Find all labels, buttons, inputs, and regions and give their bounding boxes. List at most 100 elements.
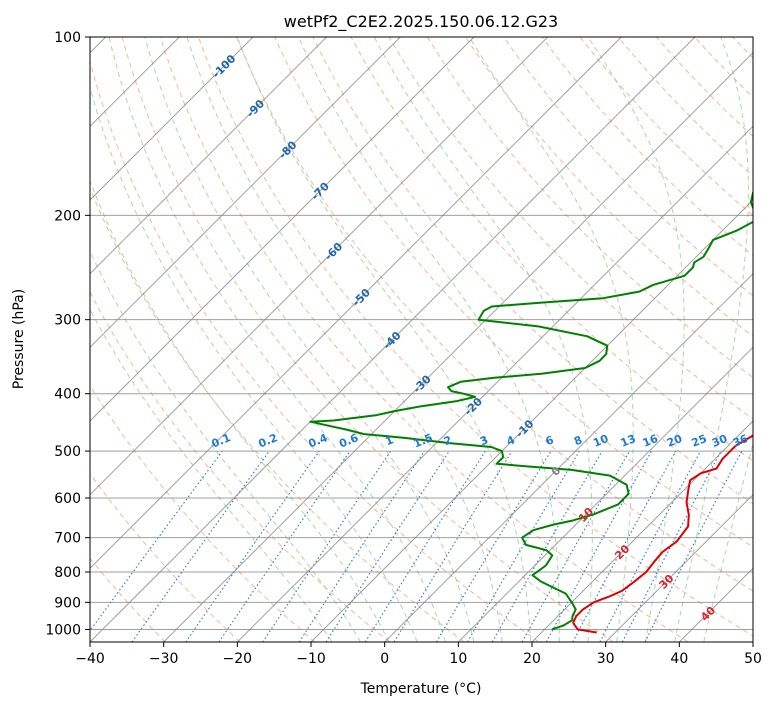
moist-adiabat [703, 441, 753, 642]
moist-adiabat [90, 308, 333, 642]
mixing-ratio-label: 10 [591, 432, 610, 450]
mixing-ratio-line [262, 450, 392, 642]
y-tick-label: 600 [54, 491, 81, 507]
dewpoint-profile [309, 191, 753, 631]
dry-adiabat [771, 37, 775, 642]
mixing-ratio-label: 0.6 [337, 431, 360, 450]
isotherm-label: 0 [549, 464, 564, 479]
mixing-ratio-line [218, 450, 351, 642]
isobar-grid [90, 37, 753, 630]
moist-adiabats [90, 37, 753, 642]
isotherm-label: -80 [276, 138, 299, 161]
moist-adiabat [90, 179, 390, 642]
moist-adiabat [108, 37, 447, 642]
dry-adiabat [159, 37, 689, 642]
mixing-ratio-line [298, 450, 425, 642]
moist-adiabat [186, 37, 503, 642]
moist-adiabat [298, 37, 560, 642]
x-tick-label: −40 [75, 651, 105, 667]
x-tick-label: 50 [744, 651, 762, 667]
mixing-ratio-label: 6 [544, 433, 556, 448]
isotherm-label: -60 [322, 240, 345, 263]
mixing-ratio-label: 0.1 [210, 431, 233, 450]
x-tick-label: 30 [597, 651, 615, 667]
plot-area: 0.1 0.2 0.4 0.6 1 1.5 2 3 4 6 8 10 13 16 20 25 30 36-100-… [90, 37, 775, 642]
y-axis: 100 200 300 400 500 600 700 800 900 1000 [45, 30, 90, 638]
y-tick-label: 300 [54, 313, 81, 329]
isotherm-label: -50 [350, 286, 373, 309]
mixing-ratio-label: 2 [442, 433, 454, 448]
dry-adiabat [426, 37, 753, 379]
isotherm [310, 199, 753, 642]
mixing-ratio-line [572, 450, 677, 642]
isotherm-label: 40 [698, 604, 718, 624]
dry-adiabat [350, 37, 753, 462]
dry-adiabat [274, 37, 753, 548]
temperature-profile [572, 434, 753, 634]
moist-adiabat [144, 37, 475, 642]
x-tick-label: 20 [523, 651, 541, 667]
isotherm [90, 37, 622, 570]
y-tick-label: 100 [54, 30, 81, 46]
isotherm-label: -10 [513, 417, 536, 440]
dry-adiabat [90, 472, 241, 642]
y-tick-label: 700 [54, 531, 81, 547]
x-tick-label: −10 [296, 651, 326, 667]
isotherms [90, 37, 753, 642]
dry-adiabat [732, 37, 753, 59]
isotherm [90, 37, 696, 642]
mixing-ratio-line [131, 450, 270, 642]
y-tick-label: 200 [54, 208, 81, 224]
mixing-ratio-line [364, 450, 486, 642]
x-axis-label: Temperature (°C) [360, 681, 482, 697]
y-tick-label: 1000 [45, 622, 81, 638]
isotherm [90, 37, 549, 496]
mixing-ratio-label: 25 [690, 432, 709, 450]
isotherm [90, 37, 328, 275]
isotherm [90, 37, 475, 422]
x-tick-label: 10 [449, 651, 467, 667]
mixing-ratio-label: 0.4 [306, 431, 329, 450]
mixing-ratio-label: 0.2 [256, 431, 279, 450]
mixing-ratio-label: 3 [478, 433, 490, 448]
isotherm [384, 272, 753, 642]
mixing-ratio-label: 16 [641, 432, 660, 450]
mixing-ratio-line [545, 450, 653, 642]
isotherm [236, 125, 753, 642]
isotherm [531, 420, 753, 642]
x-axis: −40 −30 −20 −10 0 10 20 30 40 50 [75, 642, 762, 667]
dry-adiabat [656, 37, 753, 138]
plot-frame [89, 36, 754, 643]
mixing-ratio-label: 20 [665, 432, 684, 450]
dry-adiabat [90, 384, 316, 642]
dry-adiabat [198, 37, 753, 637]
moist-adiabat [90, 249, 362, 642]
isotherm [752, 641, 753, 642]
mixing-ratio-line [644, 450, 743, 642]
mixing-ratio-line [467, 450, 580, 642]
mixing-ratio-label: 8 [572, 433, 584, 448]
mixing-ratio-lines [90, 450, 743, 642]
y-tick-label: 800 [54, 565, 81, 581]
mixing-ratio-label: 1 [383, 433, 395, 448]
dry-adiabat [90, 291, 390, 642]
isotherm-label: 30 [657, 572, 677, 592]
x-tick-label: 0 [380, 651, 389, 667]
mixing-ratio-line [393, 450, 513, 642]
mixing-ratio-label: 36 [731, 432, 750, 450]
y-tick-label: 400 [54, 387, 81, 403]
dry-adiabat [90, 186, 465, 642]
x-tick-label: −30 [149, 651, 179, 667]
moist-adiabat [468, 37, 634, 642]
mixing-ratio-label: 30 [710, 432, 729, 450]
isotherm [90, 37, 254, 201]
y-tick-label: 900 [54, 595, 81, 611]
chart-title: wetPf2_C2E2.2025.150.06.12.G23 [284, 12, 558, 32]
isotherm [90, 37, 401, 349]
mixing-ratio-line [185, 450, 320, 642]
mixing-ratio-label: 13 [619, 432, 638, 450]
mixing-ratio-line [521, 450, 630, 642]
moist-adiabat [674, 37, 749, 642]
dry-adiabat [388, 37, 753, 420]
